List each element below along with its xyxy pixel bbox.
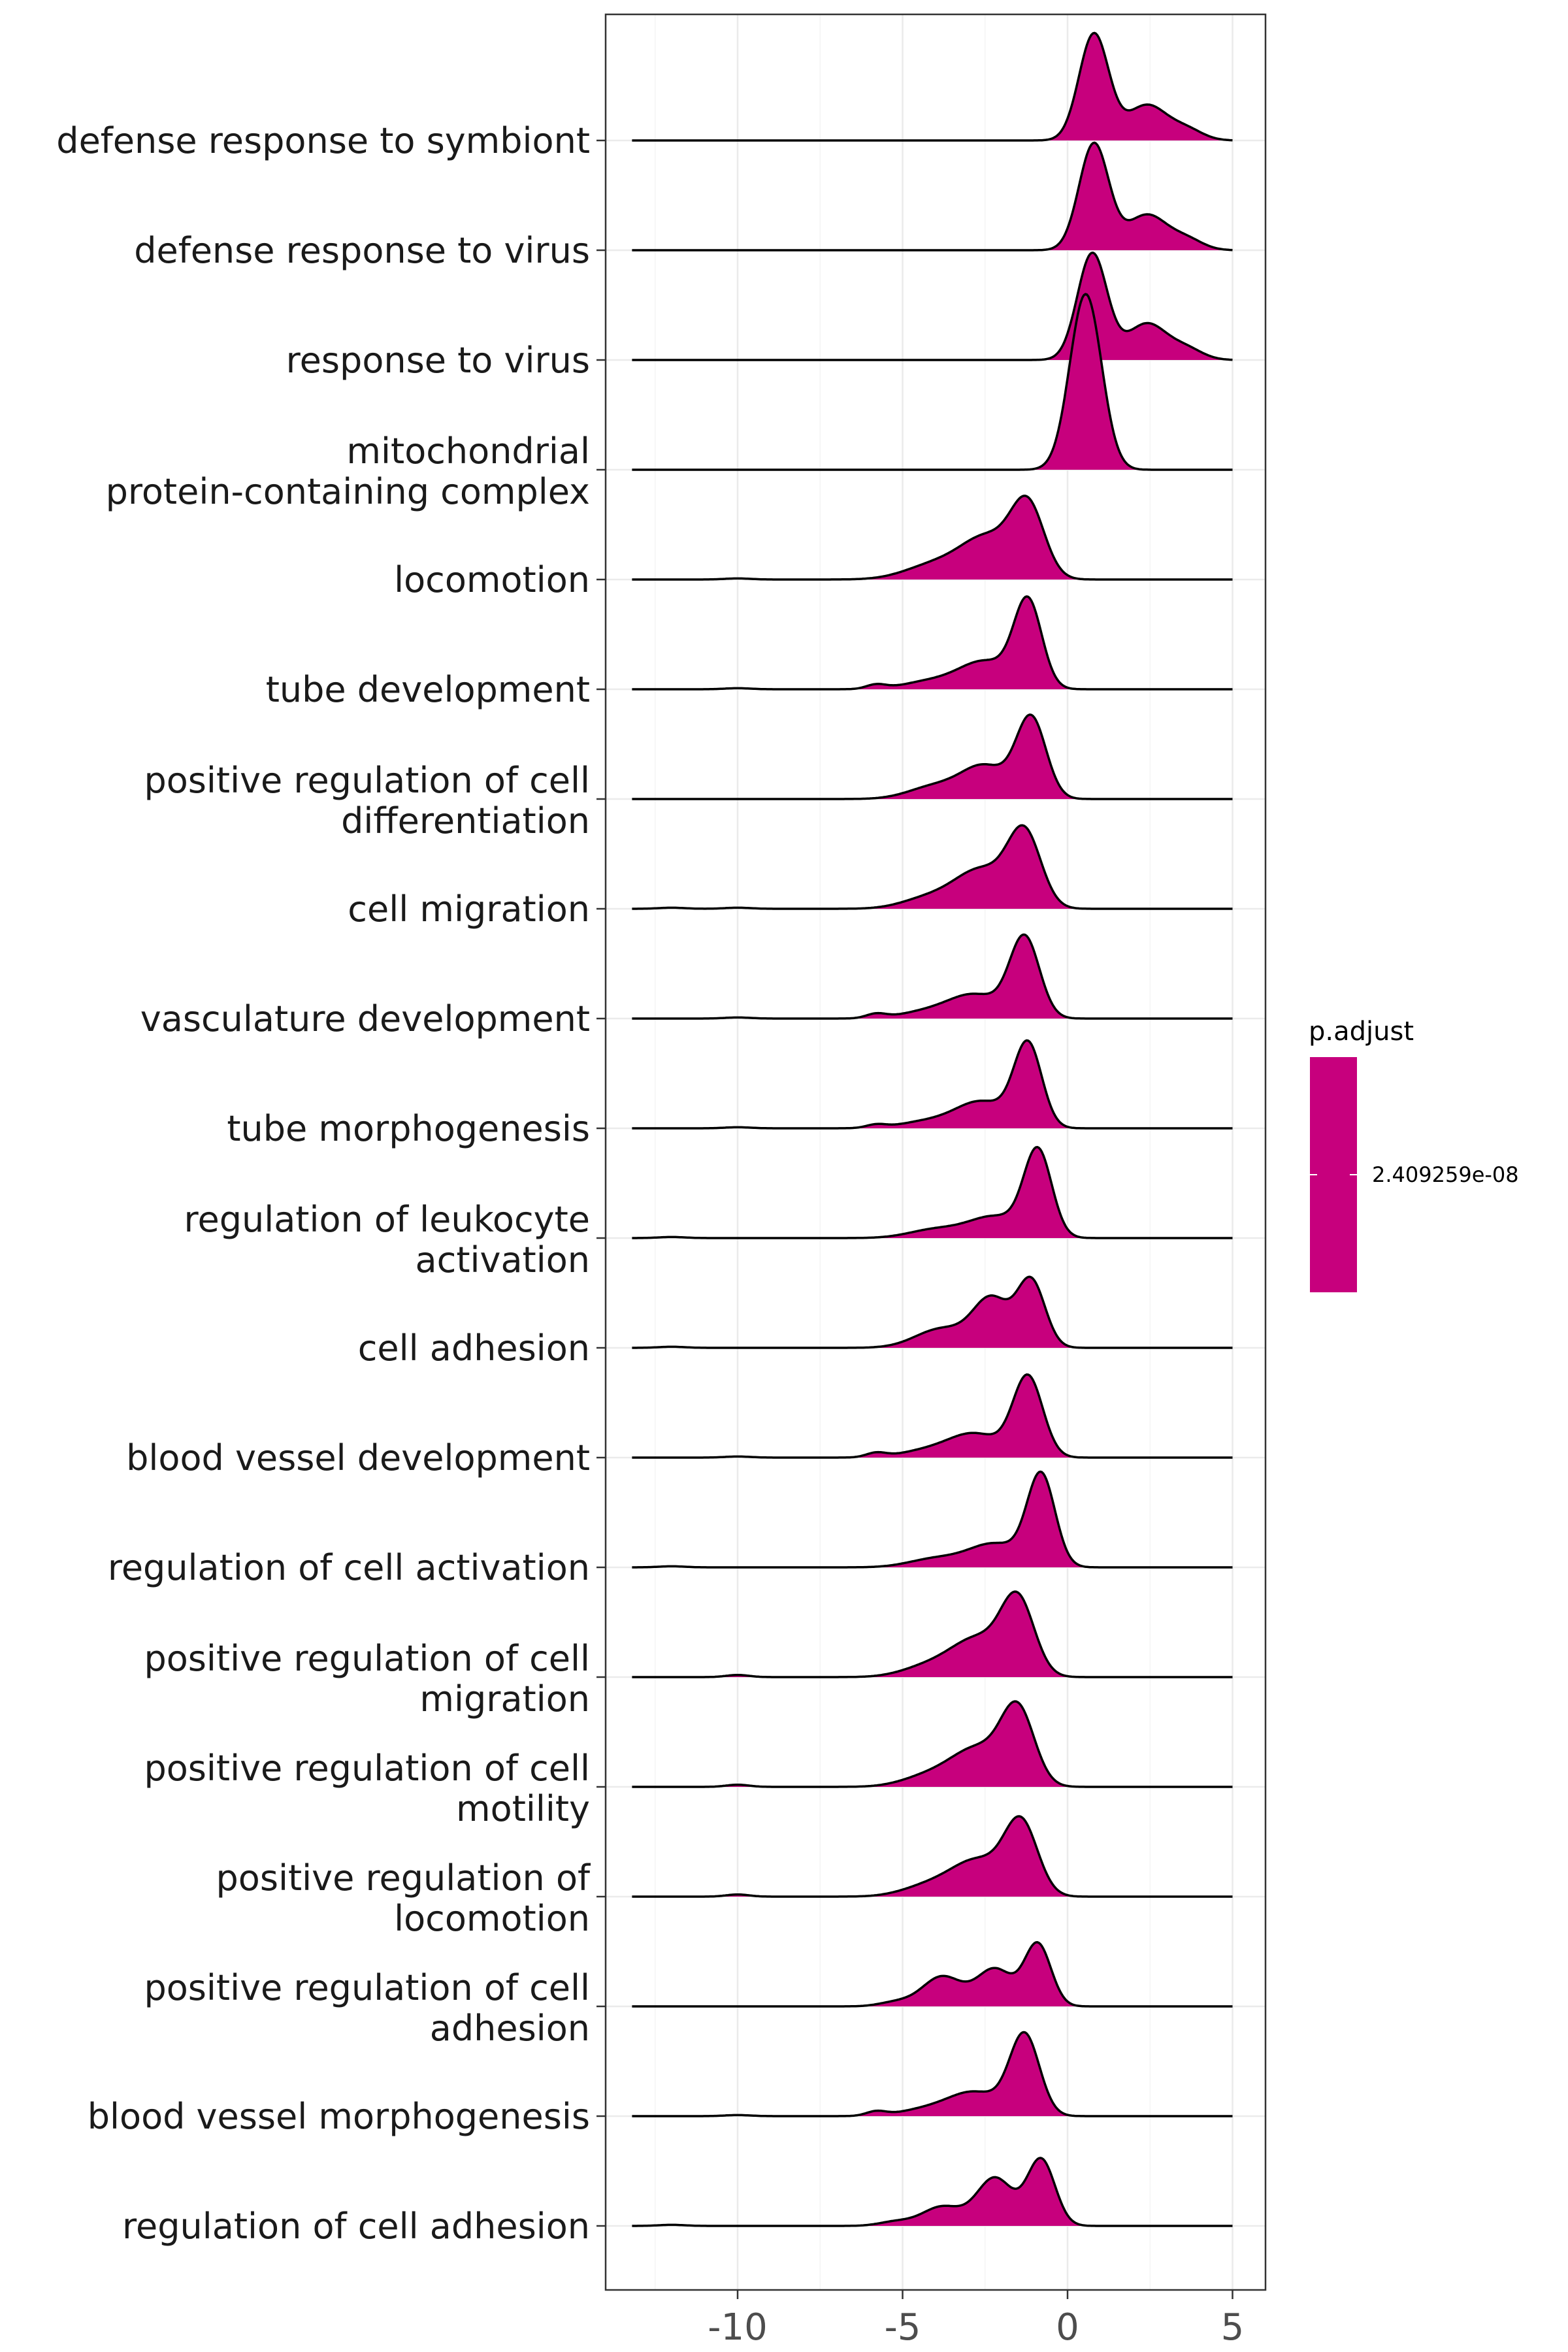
ridge-outline [632,713,1233,800]
ridge-fill [632,142,1233,250]
category-label: cell adhesion [358,1328,590,1369]
y-axis: defense response to symbiont defense resp… [56,120,606,2247]
ridge [632,2157,1233,2227]
ridge [632,1470,1233,1569]
ridge-outline [632,1275,1233,1349]
category-label: migration [419,1678,590,1720]
category-label: defense response to virus [134,230,590,271]
ridge-outline [632,1145,1233,1239]
ridge [632,1145,1233,1239]
ridge-outline [632,31,1233,142]
x-tick-label: -10 [708,2306,767,2349]
ridge [632,1039,1233,1130]
category-label: positive regulation of cell [144,1748,590,1789]
category-label: regulation of cell activation [108,1547,590,1588]
plot-panel [604,13,1267,2291]
ridge-outline [632,933,1233,1020]
category-label: response to virus [286,340,590,381]
legend-title: p.adjust [1309,1017,1414,1047]
ridge-fill [632,2157,1233,2226]
x-tick-label: 5 [1221,2306,1245,2349]
ridge [632,495,1233,581]
ridge [632,1590,1233,1678]
ridge-fill [632,1277,1233,1348]
ridge [632,1373,1233,1459]
category-label: locomotion [394,559,590,600]
ridge [632,595,1233,691]
x-axis: -10 -5 0 5 [708,2290,1244,2349]
ridge-outline [632,495,1233,581]
ridge-fill [632,1592,1233,1677]
ridge [632,293,1233,471]
category-label: regulation of cell adhesion [122,2206,590,2247]
ridge-fill [632,1701,1233,1787]
ridge-outline [632,1815,1233,1898]
legend: p.adjust 2.409259e-08 [1309,1017,1519,1292]
panel-background [606,14,1266,2290]
category-label: protein-containing complex [106,471,590,512]
category-label: activation [416,1239,590,1281]
ridge-fill [632,294,1233,470]
ridge [632,141,1233,252]
ridge-outline [632,2031,1233,2117]
ridge [632,2031,1233,2117]
legend-color-bar [1310,1057,1357,1292]
ridge-outline [632,1590,1233,1678]
ridge-outline [632,1470,1233,1569]
ridge [632,31,1233,142]
ridge-fill [632,33,1233,141]
category-label: mitochondrial [346,431,590,472]
category-label: positive regulation of [216,1857,591,1899]
ridge [632,1275,1233,1349]
ridge-outline [632,1373,1233,1459]
category-label: tube morphogenesis [227,1108,590,1149]
legend-tick-label: 2.409259e-08 [1372,1162,1519,1187]
category-label: defense response to symbiont [56,120,590,161]
category-label: locomotion [394,1898,590,1939]
ridge-fill [632,495,1233,580]
x-tick-label: -5 [885,2306,921,2349]
ridges [632,31,1233,2227]
category-label: positive regulation of cell [144,760,590,801]
category-label: positive regulation of cell [144,1638,590,1679]
category-label: blood vessel morphogenesis [88,2096,590,2137]
x-tick-label: 0 [1056,2306,1079,2349]
ridge-outline [632,1941,1233,2008]
category-label: blood vessel development [126,1437,590,1478]
category-label: positive regulation of cell [144,1967,590,2008]
category-label: regulation of leukocyte [184,1199,590,1240]
ridge-outline [632,2157,1233,2227]
category-label: cell migration [348,889,590,930]
category-label: tube development [266,669,590,710]
ridge-outline [632,595,1233,691]
ridge [632,933,1233,1020]
ridge-outline [632,1039,1233,1130]
ridge-outline [632,824,1233,910]
category-label: adhesion [430,2008,590,2049]
category-label: vasculature development [140,998,590,1039]
ridge [632,824,1233,910]
category-label: differentiation [341,800,590,841]
ridge-outline [632,252,1233,361]
ridge-outline [632,293,1233,471]
ridge [632,1941,1233,2008]
ridge-outline [632,141,1233,252]
ridge [632,713,1233,800]
ridge-outline [632,1700,1233,1788]
ridge [632,1815,1233,1898]
ridge-fill [632,1816,1233,1897]
ridge-fill [632,1942,1233,2006]
category-label: motility [456,1788,590,1829]
ridge [632,1700,1233,1788]
panel-border [604,13,1267,2291]
